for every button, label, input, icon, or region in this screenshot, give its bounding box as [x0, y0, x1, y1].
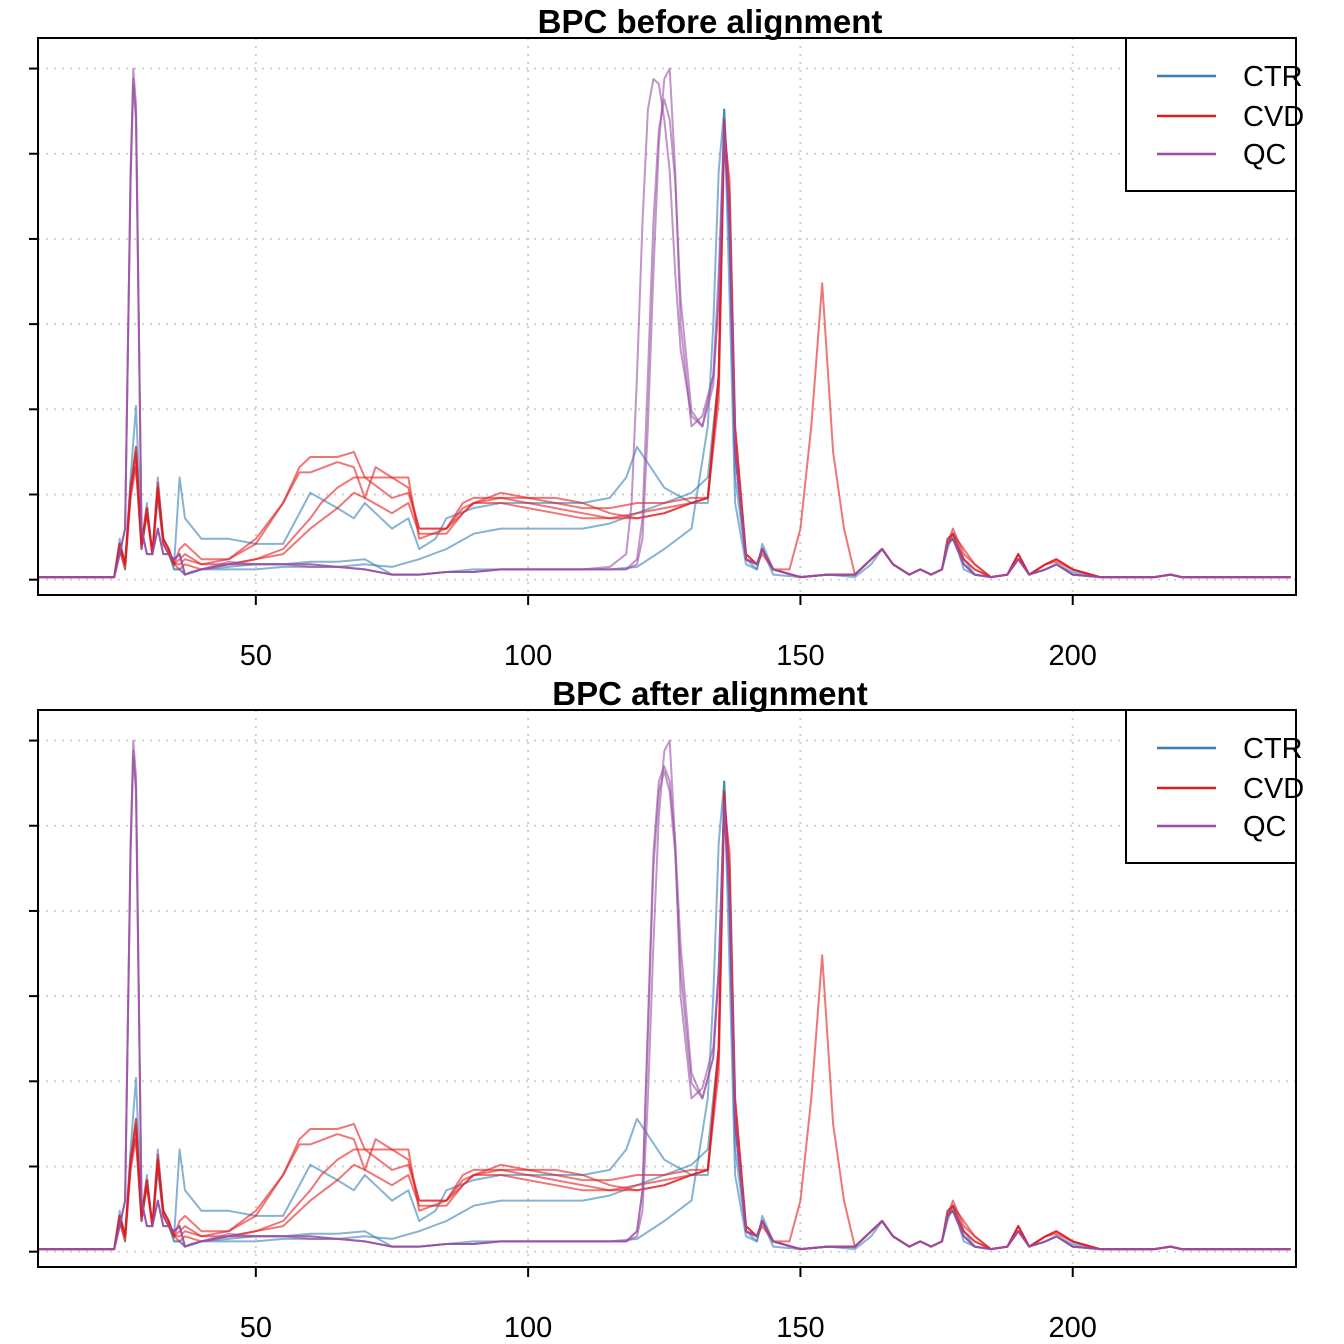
x-tick-label: 50: [240, 1312, 272, 1344]
series-line-ctr: [38, 780, 1291, 1251]
series-line-cvd: [38, 139, 1291, 579]
legend-label-ctr: CTR: [1243, 61, 1303, 93]
legend: CTR CVD QC: [1125, 37, 1304, 192]
chart-title: BPC before alignment: [538, 3, 883, 40]
panel-before-alignment: BPC before alignment 50 100 150 200 CTR CVD QC: [29, 3, 1304, 672]
legend-label-qc: QC: [1243, 811, 1287, 843]
series-line-qc: [38, 77, 1291, 579]
chart-title: BPC after alignment: [552, 675, 867, 712]
series-line-cvd: [38, 811, 1291, 1251]
x-tick-label: 100: [504, 640, 552, 672]
series-line-ctr: [38, 108, 1291, 579]
series-line-ctr: [38, 108, 1291, 579]
x-tick-label: 50: [240, 640, 272, 672]
series-line-ctr: [38, 780, 1291, 1251]
plot-frame: [37, 709, 1297, 1268]
series-line-qc: [38, 739, 1291, 1251]
x-tick-label: 100: [504, 1312, 552, 1344]
series-line-cvd: [38, 129, 1291, 579]
series-line-qc: [38, 749, 1291, 1251]
series-line-qc: [38, 67, 1291, 579]
legend-box: [1125, 37, 1297, 192]
series-line-cvd: [38, 118, 1291, 579]
x-tick-label: 150: [776, 640, 824, 672]
x-tick-label: 150: [776, 1312, 824, 1344]
x-tick-label: 200: [1049, 1312, 1097, 1344]
series-line-cvd: [38, 801, 1291, 1251]
x-tick-label: 200: [1049, 640, 1097, 672]
series-line-cvd: [38, 790, 1291, 1251]
series-line-ctr: [38, 780, 1291, 1251]
legend-label-ctr: CTR: [1243, 733, 1303, 765]
legend-label-cvd: CVD: [1243, 101, 1304, 133]
legend-label-qc: QC: [1243, 139, 1287, 171]
series-line-ctr: [38, 108, 1291, 579]
legend-box: [1125, 709, 1297, 864]
legend: CTR CVD QC: [1125, 709, 1304, 864]
panel-after-alignment: BPC after alignment 50 100 150 200 CTR CVD QC: [29, 675, 1304, 1344]
plot-frame: [37, 37, 1297, 596]
legend-label-cvd: CVD: [1243, 773, 1304, 805]
